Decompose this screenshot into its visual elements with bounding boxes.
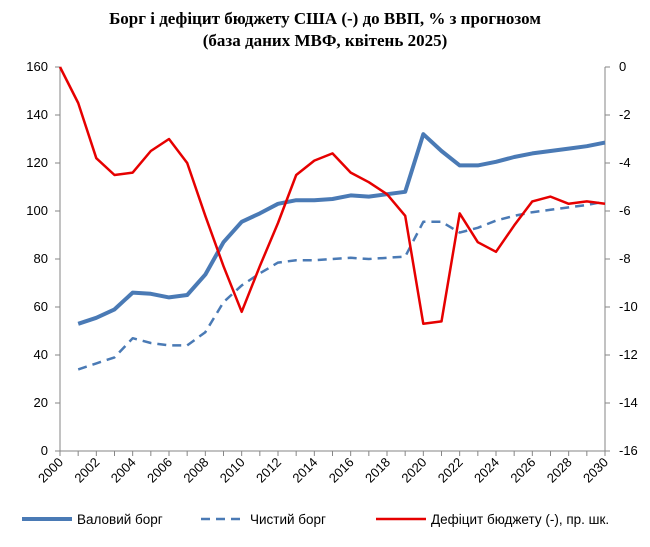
x-axis-tick-label: 2012 xyxy=(253,455,284,486)
right-axis-tick-label: -6 xyxy=(619,203,631,218)
x-axis-tick-label: 2020 xyxy=(398,455,429,486)
x-axis-tick-label: 2006 xyxy=(144,455,175,486)
left-axis-tick-label: 120 xyxy=(26,155,48,170)
series-line-1 xyxy=(77,132,606,326)
x-axis-tick-label: 2014 xyxy=(289,455,320,486)
x-axis-tick-label: 2018 xyxy=(362,455,393,486)
right-axis-tick-label: -16 xyxy=(619,443,638,458)
left-axis-tick-label: 20 xyxy=(34,395,48,410)
right-axis-tick-label: -10 xyxy=(619,299,638,314)
left-axis-tick-label: 60 xyxy=(34,299,48,314)
right-axis-tick-label: -12 xyxy=(619,347,638,362)
left-axis-tick-label: 0 xyxy=(41,443,48,458)
right-axis-tick-label: -14 xyxy=(619,395,638,410)
chart-title-line1: Борг і дефіцит бюджету США (-) до ВВП, %… xyxy=(109,9,541,28)
x-axis-tick-label: 2010 xyxy=(217,455,248,486)
left-axis-tick-label: 140 xyxy=(26,107,48,122)
x-axis-tick-label: 2000 xyxy=(35,455,66,486)
x-axis-tick-label: 2016 xyxy=(326,455,357,486)
legend-label-3: Дефіцит бюджету (-), пр. шк. xyxy=(431,512,609,527)
x-axis-tick-label: 2026 xyxy=(507,455,538,486)
left-axis-tick-label: 40 xyxy=(34,347,48,362)
x-axis-tick-label: 2002 xyxy=(71,455,102,486)
chart-title-line2: (база даних МВФ, квітень 2025) xyxy=(202,31,448,50)
chart-title: Борг і дефіцит бюджету США (-) до ВВП, %… xyxy=(0,8,650,52)
right-axis-tick-label: -4 xyxy=(619,155,631,170)
right-axis-tick-label: -8 xyxy=(619,251,631,266)
x-axis-tick-label: 2008 xyxy=(180,455,211,486)
left-axis-tick-label: 160 xyxy=(26,59,48,74)
series-line-2 xyxy=(77,200,606,371)
legend-label-2: Чистий борг xyxy=(250,512,326,527)
x-axis-tick-label: 2004 xyxy=(108,455,139,486)
right-axis-tick-label: 0 xyxy=(619,59,626,74)
x-axis-tick-label: 2024 xyxy=(471,455,502,486)
legend-label-1: Валовий борг xyxy=(77,512,163,527)
right-axis-tick-label: -2 xyxy=(619,107,631,122)
left-axis-tick-label: 100 xyxy=(26,203,48,218)
left-axis-tick-label: 80 xyxy=(34,251,48,266)
x-axis-tick-label: 2030 xyxy=(580,455,611,486)
x-axis-tick-label: 2028 xyxy=(544,455,575,486)
x-axis-tick-label: 2022 xyxy=(435,455,466,486)
series-line-3 xyxy=(58,66,606,326)
